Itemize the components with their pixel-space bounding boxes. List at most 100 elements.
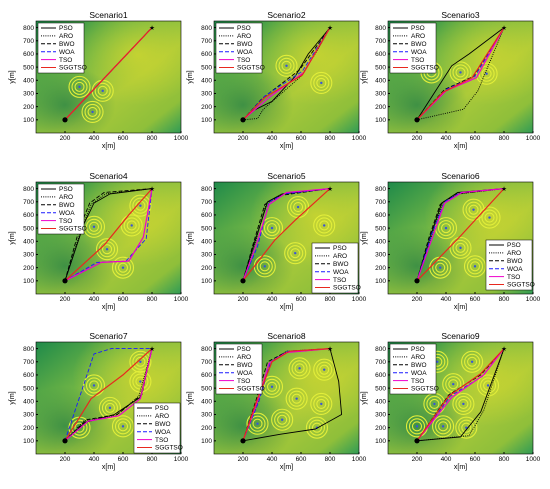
y-tick-label: 700 bbox=[23, 199, 34, 206]
y-tick-label: 200 bbox=[201, 104, 212, 111]
y-tick-label: 700 bbox=[375, 199, 386, 206]
legend-label: PSO bbox=[411, 25, 425, 32]
x-tick-label: 600 bbox=[118, 456, 129, 463]
legend-label: BWO bbox=[59, 41, 75, 48]
goal-star: ★ bbox=[501, 185, 507, 193]
threat-zone bbox=[91, 79, 114, 102]
threat-center bbox=[91, 110, 94, 114]
chart-title: Scenario4 bbox=[89, 171, 128, 181]
legend-label: BWO bbox=[155, 421, 171, 428]
legend-label: BWO bbox=[237, 362, 253, 369]
threat-ring bbox=[266, 381, 278, 392]
y-axis-label: y[m] bbox=[361, 70, 368, 83]
threat-ring bbox=[290, 248, 301, 259]
y-axis-label: y[m] bbox=[9, 391, 16, 404]
threat-ring bbox=[132, 197, 149, 214]
goal-star: ★ bbox=[149, 185, 155, 193]
path-tso bbox=[242, 188, 331, 282]
legend-label: SGGTSO bbox=[59, 65, 87, 72]
y-tick-label: 800 bbox=[375, 186, 386, 193]
start-point bbox=[414, 117, 420, 123]
threat-ring bbox=[88, 221, 100, 232]
legend-label: BWO bbox=[333, 261, 349, 268]
threat-ring bbox=[455, 416, 478, 439]
threat-ring bbox=[266, 223, 278, 234]
threat-zone bbox=[432, 415, 455, 438]
threat-center bbox=[101, 89, 104, 93]
legend-label: SGGTSO bbox=[333, 285, 361, 292]
threat-ring bbox=[448, 379, 459, 390]
threat-ring bbox=[288, 357, 311, 380]
legend-label: WOA bbox=[333, 269, 349, 276]
threat-ring bbox=[481, 209, 498, 226]
threat-center bbox=[270, 385, 274, 388]
threat-ring bbox=[111, 256, 135, 279]
chart-panel-9: ★ 200 400 600 800 1000 100 200 300 400 500 600 700 80… bbox=[361, 331, 541, 471]
threat-center bbox=[256, 422, 259, 425]
threat-ring bbox=[435, 262, 446, 273]
y-tick-label: 500 bbox=[201, 64, 212, 71]
x-axis-label: x[m] bbox=[454, 464, 467, 471]
y-tick-label: 800 bbox=[375, 346, 386, 353]
legend-label: TSO bbox=[507, 274, 520, 281]
y-tick-label: 200 bbox=[23, 104, 34, 111]
legend-label: WOA bbox=[59, 210, 75, 217]
threat-ring bbox=[114, 418, 132, 435]
threat-ring bbox=[455, 395, 472, 412]
path-pso bbox=[416, 27, 505, 121]
y-tick-label: 300 bbox=[23, 412, 34, 419]
y-tick-label: 600 bbox=[23, 212, 34, 219]
x-tick-label: 400 bbox=[267, 456, 278, 463]
x-tick-label: 600 bbox=[296, 456, 307, 463]
path-sggtso bbox=[242, 27, 331, 121]
threat-ring bbox=[290, 198, 307, 216]
threat-ring bbox=[94, 82, 111, 99]
threat-ring bbox=[435, 418, 452, 435]
x-tick-label: 800 bbox=[499, 296, 510, 303]
threat-ring bbox=[313, 395, 330, 412]
threat-ring bbox=[129, 350, 152, 373]
legend-label: SGGTSO bbox=[59, 226, 87, 233]
x-tick-label: 800 bbox=[325, 135, 336, 142]
x-tick-label: 200 bbox=[60, 296, 71, 303]
legend-label: WOA bbox=[411, 370, 427, 377]
y-tick-label: 300 bbox=[375, 412, 386, 419]
threat-ring bbox=[482, 380, 494, 391]
threat-ring bbox=[98, 396, 121, 419]
legend-label: WOA bbox=[237, 49, 253, 56]
threat-center bbox=[472, 208, 475, 211]
x-tick-label: 400 bbox=[441, 456, 452, 463]
start-point bbox=[62, 438, 68, 444]
y-tick-label: 700 bbox=[23, 359, 34, 366]
y-tick-label: 200 bbox=[201, 425, 212, 432]
threat-center bbox=[439, 266, 442, 269]
threat-ring bbox=[316, 361, 333, 378]
threat-ring bbox=[117, 262, 129, 273]
goal-star: ★ bbox=[327, 345, 333, 353]
start-point bbox=[240, 438, 246, 444]
chart-panel-4: ★ 200 400 600 800 1000 100 200 300 400 500 600 700 80… bbox=[9, 171, 189, 311]
threat-center bbox=[92, 384, 96, 387]
threat-center bbox=[488, 216, 491, 219]
x-tick-label: 600 bbox=[470, 456, 481, 463]
legend-box bbox=[389, 343, 437, 395]
threat-center bbox=[295, 397, 298, 400]
threat-ring bbox=[129, 370, 152, 393]
path-sggtso bbox=[416, 348, 505, 442]
path-tso bbox=[64, 188, 153, 282]
threat-zone bbox=[405, 415, 429, 438]
threat-zone bbox=[68, 75, 91, 98]
start-point bbox=[414, 278, 420, 284]
threat-zone bbox=[287, 195, 310, 219]
plot-frame bbox=[35, 181, 182, 295]
chart-panel-6: ★ 200 400 600 800 1000 100 200 300 400 500 600 700 80… bbox=[361, 171, 541, 311]
threat-center bbox=[473, 265, 477, 268]
threat-ring bbox=[313, 358, 336, 381]
threat-zone bbox=[285, 387, 308, 410]
y-axis-label: y[m] bbox=[187, 391, 194, 404]
threat-zone bbox=[253, 255, 276, 278]
threat-zone bbox=[478, 206, 501, 229]
